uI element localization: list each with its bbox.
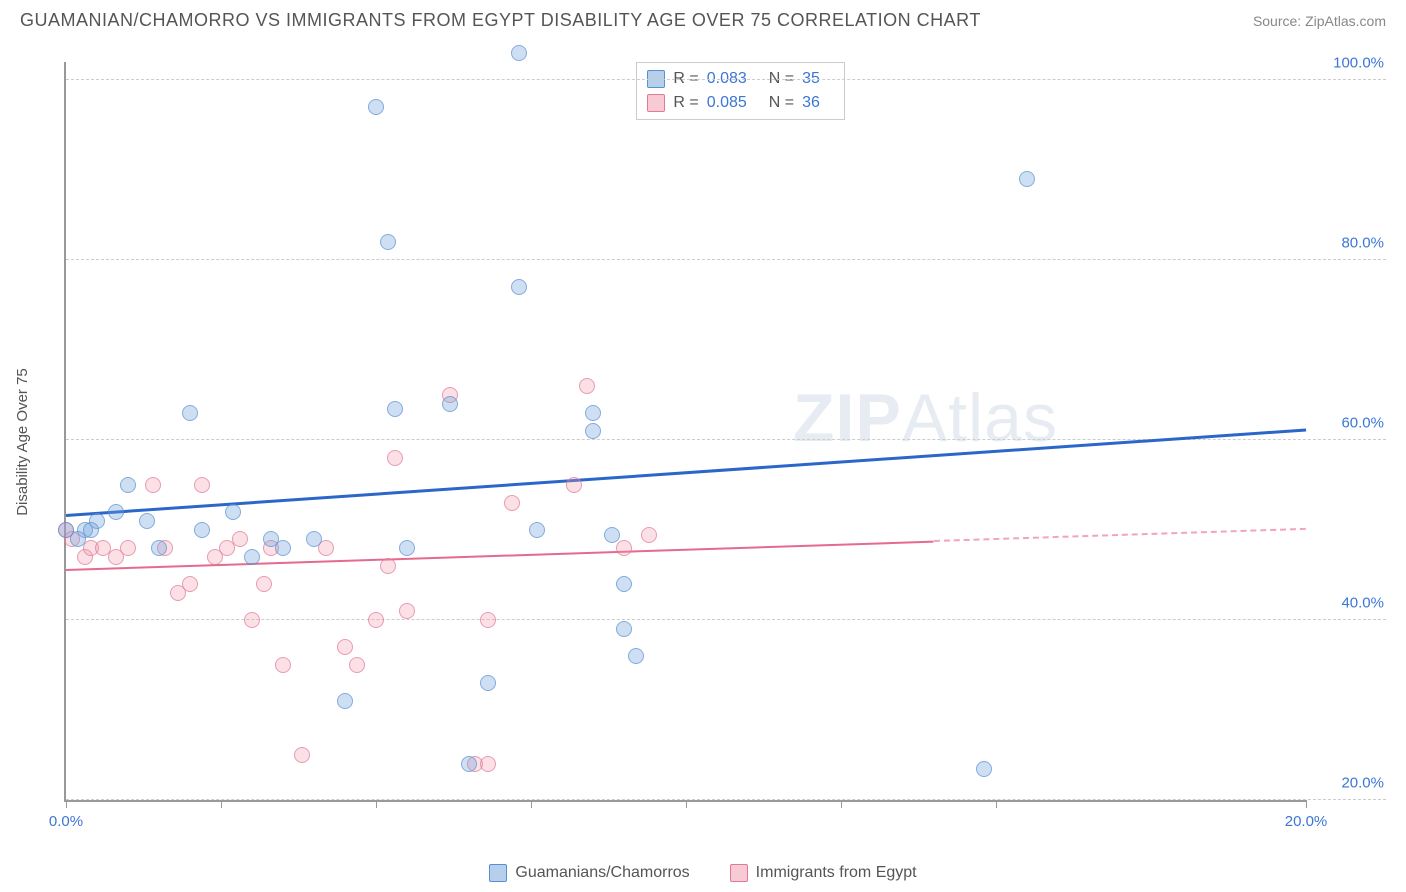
data-point bbox=[232, 531, 248, 547]
stat-n-pink: 36 bbox=[802, 91, 820, 115]
x-tick-mark bbox=[376, 800, 377, 808]
stat-label-n2: N = bbox=[769, 91, 794, 115]
y-tick-label: 60.0% bbox=[1341, 415, 1384, 432]
legend-bottom: Guamanians/Chamorros Immigrants from Egy… bbox=[0, 864, 1406, 882]
data-point bbox=[585, 423, 601, 439]
data-point bbox=[108, 504, 124, 520]
data-point bbox=[976, 761, 992, 777]
legend-swatch-pink-icon bbox=[730, 864, 748, 882]
data-point bbox=[585, 405, 601, 421]
data-point bbox=[628, 648, 644, 664]
chart-container: Disability Age Over 75 ZIPAtlas R = 0.08… bbox=[20, 42, 1386, 842]
legend-item-blue: Guamanians/Chamorros bbox=[489, 864, 689, 882]
plot-area: ZIPAtlas R = 0.083 N = 35 R = 0.085 N = … bbox=[64, 62, 1306, 802]
y-axis-label: Disability Age Over 75 bbox=[14, 368, 31, 516]
data-point bbox=[194, 522, 210, 538]
gridline bbox=[66, 799, 1386, 800]
x-tick-mark bbox=[1306, 800, 1307, 808]
regression-line-dashed bbox=[934, 528, 1306, 542]
y-tick-label: 20.0% bbox=[1341, 775, 1384, 792]
data-point bbox=[604, 527, 620, 543]
stat-r-pink: 0.085 bbox=[707, 91, 747, 115]
data-point bbox=[399, 603, 415, 619]
data-point bbox=[387, 450, 403, 466]
data-point bbox=[306, 531, 322, 547]
gridline bbox=[66, 619, 1386, 620]
data-point bbox=[566, 477, 582, 493]
y-tick-label: 40.0% bbox=[1341, 595, 1384, 612]
swatch-pink-icon bbox=[647, 94, 665, 112]
stat-label-r2: R = bbox=[673, 91, 698, 115]
data-point bbox=[387, 401, 403, 417]
data-point bbox=[641, 527, 657, 543]
data-point bbox=[1019, 171, 1035, 187]
regression-line bbox=[66, 540, 934, 570]
regression-line bbox=[66, 428, 1306, 516]
data-point bbox=[368, 99, 384, 115]
x-tick-mark bbox=[686, 800, 687, 808]
data-point bbox=[244, 549, 260, 565]
data-point bbox=[504, 495, 520, 511]
stats-box: R = 0.083 N = 35 R = 0.085 N = 36 bbox=[636, 62, 845, 120]
legend-label-pink: Immigrants from Egypt bbox=[756, 864, 917, 882]
watermark: ZIPAtlas bbox=[793, 379, 1058, 457]
data-point bbox=[380, 558, 396, 574]
data-point bbox=[399, 540, 415, 556]
legend-swatch-blue-icon bbox=[489, 864, 507, 882]
data-point bbox=[120, 477, 136, 493]
x-tick-mark bbox=[996, 800, 997, 808]
data-point bbox=[480, 612, 496, 628]
watermark-zip: ZIP bbox=[793, 380, 902, 456]
x-tick-label: 20.0% bbox=[1285, 813, 1328, 830]
data-point bbox=[225, 504, 241, 520]
chart-source: Source: ZipAtlas.com bbox=[1253, 13, 1386, 29]
y-tick-label: 100.0% bbox=[1333, 55, 1384, 72]
chart-title: GUAMANIAN/CHAMORRO VS IMMIGRANTS FROM EG… bbox=[20, 10, 981, 31]
data-point bbox=[256, 576, 272, 592]
data-point bbox=[616, 540, 632, 556]
legend-label-blue: Guamanians/Chamorros bbox=[515, 864, 689, 882]
data-point bbox=[294, 747, 310, 763]
data-point bbox=[337, 639, 353, 655]
y-tick-label: 80.0% bbox=[1341, 235, 1384, 252]
x-tick-mark bbox=[66, 800, 67, 808]
data-point bbox=[442, 396, 458, 412]
watermark-atlas: Atlas bbox=[902, 380, 1058, 456]
data-point bbox=[529, 522, 545, 538]
data-point bbox=[182, 405, 198, 421]
data-point bbox=[480, 675, 496, 691]
data-point bbox=[579, 378, 595, 394]
data-point bbox=[380, 234, 396, 250]
data-point bbox=[349, 657, 365, 673]
data-point bbox=[616, 621, 632, 637]
stats-row-pink: R = 0.085 N = 36 bbox=[647, 91, 834, 115]
data-point bbox=[170, 585, 186, 601]
data-point bbox=[480, 756, 496, 772]
data-point bbox=[461, 756, 477, 772]
data-point bbox=[151, 540, 167, 556]
x-tick-label: 0.0% bbox=[49, 813, 83, 830]
data-point bbox=[511, 279, 527, 295]
chart-header: GUAMANIAN/CHAMORRO VS IMMIGRANTS FROM EG… bbox=[0, 0, 1406, 37]
data-point bbox=[83, 522, 99, 538]
data-point bbox=[511, 45, 527, 61]
x-tick-mark bbox=[531, 800, 532, 808]
data-point bbox=[337, 693, 353, 709]
data-point bbox=[275, 657, 291, 673]
data-point bbox=[139, 513, 155, 529]
data-point bbox=[145, 477, 161, 493]
data-point bbox=[194, 477, 210, 493]
legend-item-pink: Immigrants from Egypt bbox=[730, 864, 917, 882]
data-point bbox=[244, 612, 260, 628]
data-point bbox=[275, 540, 291, 556]
gridline bbox=[66, 259, 1386, 260]
x-tick-mark bbox=[221, 800, 222, 808]
data-point bbox=[616, 576, 632, 592]
gridline bbox=[66, 79, 1386, 80]
x-tick-mark bbox=[841, 800, 842, 808]
data-point bbox=[368, 612, 384, 628]
data-point bbox=[120, 540, 136, 556]
